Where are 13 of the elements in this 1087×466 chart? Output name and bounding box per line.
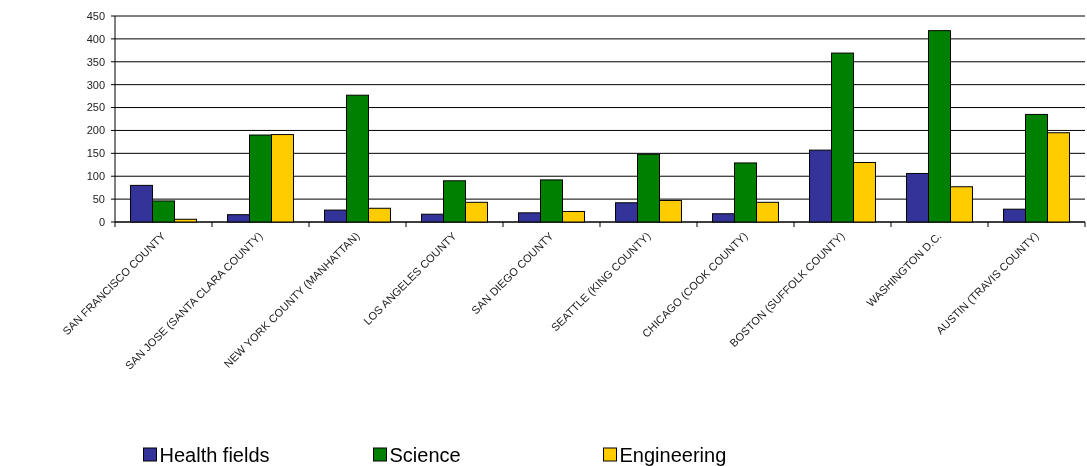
legend-label: Science [389,444,461,466]
y-tick-label: 150 [86,147,105,160]
legend-label: Engineering [619,444,727,466]
y-tick-label: 100 [86,170,105,183]
y-tick-label: 0 [98,215,105,228]
legend-label: Health fields [159,444,270,466]
y-tick-label: 50 [92,192,105,205]
y-tick-label: 450 [86,9,105,22]
y-tick-label: 400 [86,32,105,45]
y-tick-label: 200 [86,124,105,137]
y-tick-label: 250 [86,101,105,114]
y-tick-label: 300 [86,78,105,91]
y-tick-label: 350 [86,55,105,68]
